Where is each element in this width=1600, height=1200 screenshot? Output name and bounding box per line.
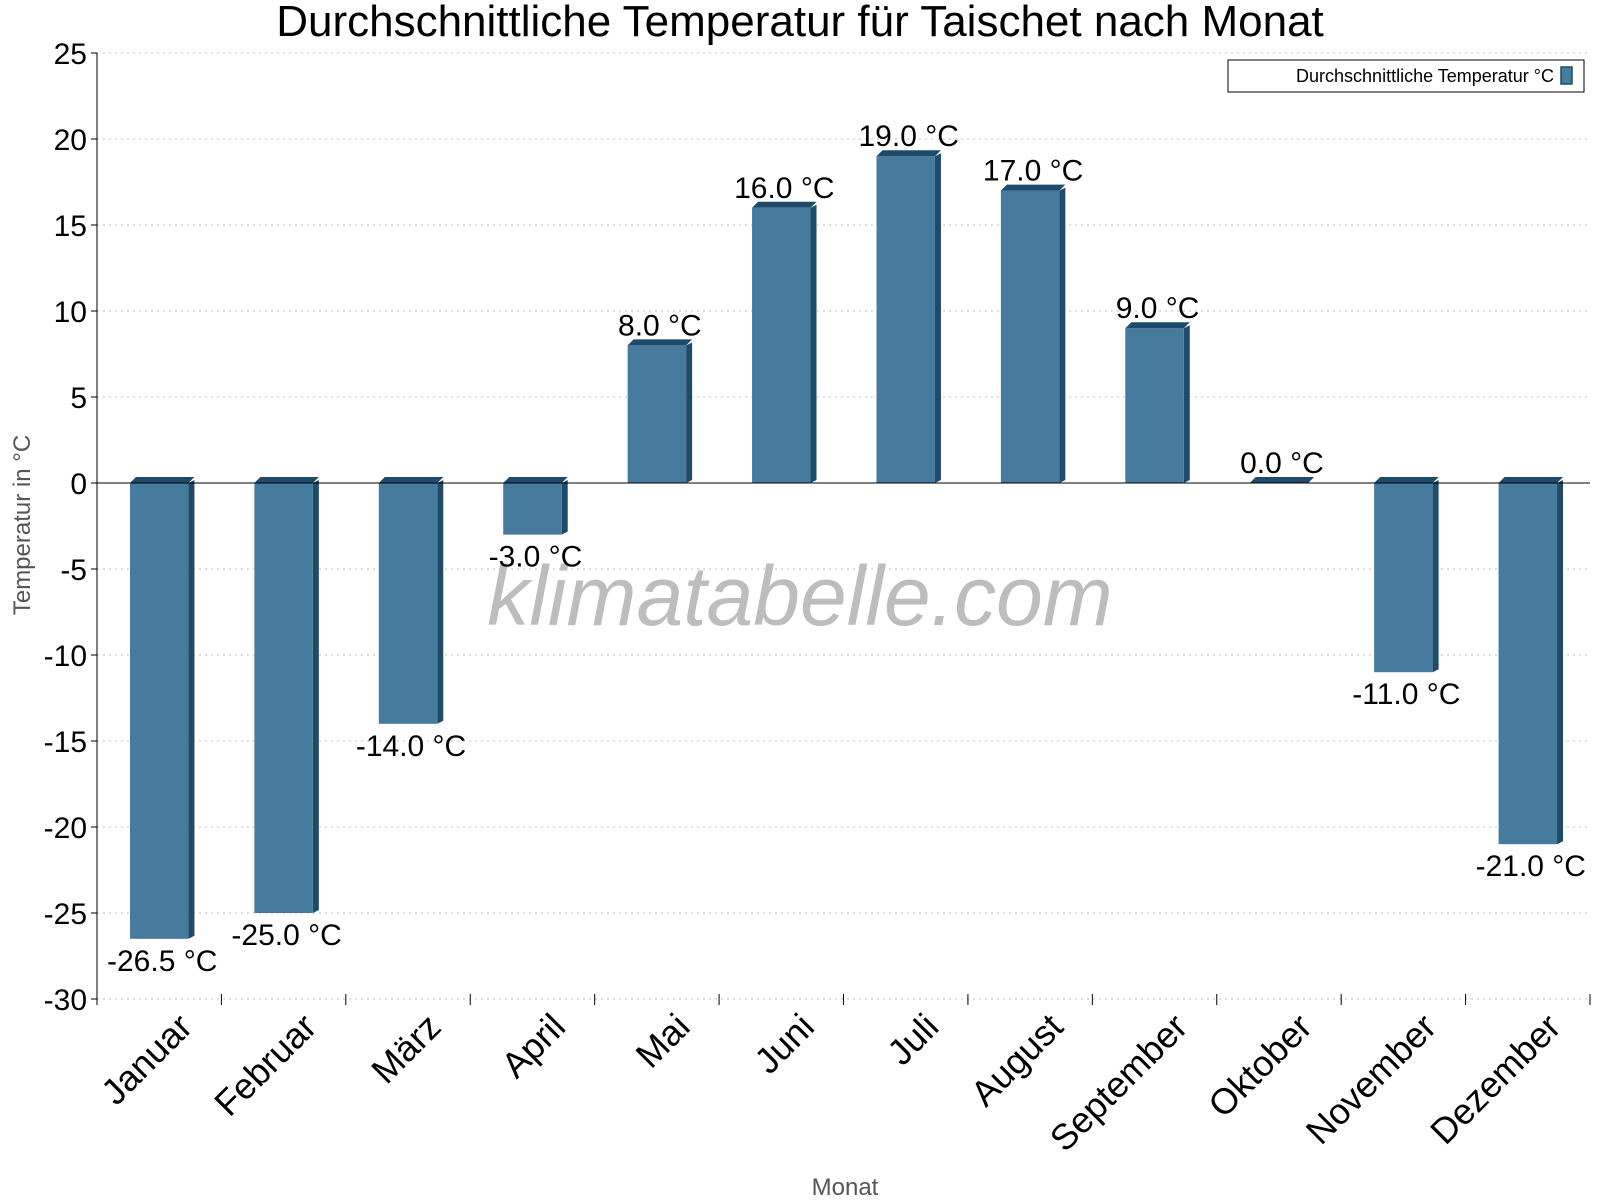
- bar: [1125, 328, 1184, 483]
- y-tick-label: -15: [44, 726, 87, 759]
- data-label: -21.0 °C: [1476, 850, 1586, 883]
- y-tick-label: 10: [54, 296, 87, 329]
- bar-side: [934, 153, 941, 483]
- data-labels: -26.5 °C -25.0 °C -14.0 °C -3.0 °C 8.0 °C 16.…: [107, 120, 1586, 978]
- bar-top: [1249, 477, 1315, 483]
- watermark: klimatabelle.com: [487, 549, 1113, 643]
- bar: [1000, 190, 1060, 483]
- bar: [378, 483, 438, 724]
- legend-label: Durchschnittliche Temperatur °C: [1296, 66, 1554, 86]
- bar-top: [1000, 184, 1066, 191]
- bar-top: [1125, 322, 1190, 329]
- bar: [627, 345, 687, 483]
- x-tick-label: Mai: [628, 1006, 698, 1076]
- bar-top: [378, 477, 444, 483]
- chart-title: Durchschnittliche Temperatur für Taische…: [276, 0, 1324, 46]
- y-tick-label: 0: [70, 468, 87, 501]
- y-axis-title: Temperatur in °C: [9, 435, 36, 615]
- bar-top: [1498, 477, 1564, 483]
- bar: [876, 156, 935, 483]
- x-tick-label: Oktober: [1200, 1006, 1320, 1126]
- data-label: 8.0 °C: [618, 309, 702, 342]
- data-label: -26.5 °C: [107, 945, 217, 978]
- y-tick-label: -25: [44, 898, 87, 931]
- y-tick-label: -10: [44, 640, 87, 673]
- y-tick-label: 20: [54, 124, 87, 157]
- data-label: 19.0 °C: [859, 120, 959, 153]
- bar: [503, 483, 562, 535]
- legend-box: [1227, 59, 1585, 93]
- y-tick-label: 15: [54, 210, 87, 243]
- data-label: 9.0 °C: [1116, 292, 1200, 325]
- legend-swatch: [1560, 66, 1573, 85]
- x-tick-label: Juni: [746, 1006, 822, 1082]
- bar: [254, 483, 313, 913]
- data-label: 0.0 °C: [1240, 447, 1324, 480]
- data-label: -25.0 °C: [231, 919, 341, 952]
- data-label: -14.0 °C: [356, 730, 466, 763]
- bar-top: [1374, 477, 1439, 483]
- data-label: -11.0 °C: [1352, 678, 1460, 711]
- bar-side: [1557, 480, 1564, 845]
- x-tick-label: April: [493, 1006, 573, 1086]
- x-tick-label: Januar: [93, 1006, 200, 1113]
- bar-side: [1059, 187, 1066, 483]
- bar-top: [876, 150, 941, 157]
- bar-side: [312, 480, 319, 913]
- bar-side: [437, 480, 444, 724]
- x-tick-label: Juli: [879, 1006, 946, 1073]
- bar-top: [627, 339, 693, 346]
- data-label: -3.0 °C: [489, 541, 583, 574]
- bar-top: [503, 477, 568, 483]
- y-tick-label: -30: [44, 984, 87, 1017]
- bar-top: [254, 477, 319, 483]
- data-label: 17.0 °C: [983, 155, 1083, 188]
- x-tick-label: März: [363, 1006, 449, 1092]
- bars: [129, 150, 1564, 939]
- y-tick-label: -5: [60, 554, 87, 587]
- data-label: 16.0 °C: [734, 172, 834, 205]
- bar: [1498, 483, 1558, 845]
- bar-side: [810, 204, 817, 484]
- y-tick-label: 25: [54, 38, 87, 71]
- x-axis-title: Monat: [812, 1174, 879, 1200]
- x-tick-label: Dezember: [1422, 1006, 1568, 1152]
- bar-side: [188, 480, 195, 939]
- bar-top: [129, 477, 195, 483]
- y-tick-label: 5: [70, 382, 87, 415]
- bar-side: [686, 342, 693, 483]
- bar: [129, 483, 189, 939]
- legend: Durchschnittliche Temperatur °C: [1227, 59, 1585, 93]
- bar-side: [1432, 480, 1439, 673]
- x-tick-label: August: [963, 1006, 1071, 1114]
- bar: [752, 207, 811, 484]
- y-tick-label: -20: [44, 812, 87, 845]
- bar-top: [752, 201, 817, 208]
- bar-side: [561, 480, 568, 535]
- bar: [1374, 483, 1433, 673]
- gridlines: [97, 52, 1590, 1000]
- bar-side: [1183, 325, 1190, 483]
- x-tick-label: November: [1298, 1006, 1444, 1152]
- x-tick-label: Februar: [206, 1006, 324, 1124]
